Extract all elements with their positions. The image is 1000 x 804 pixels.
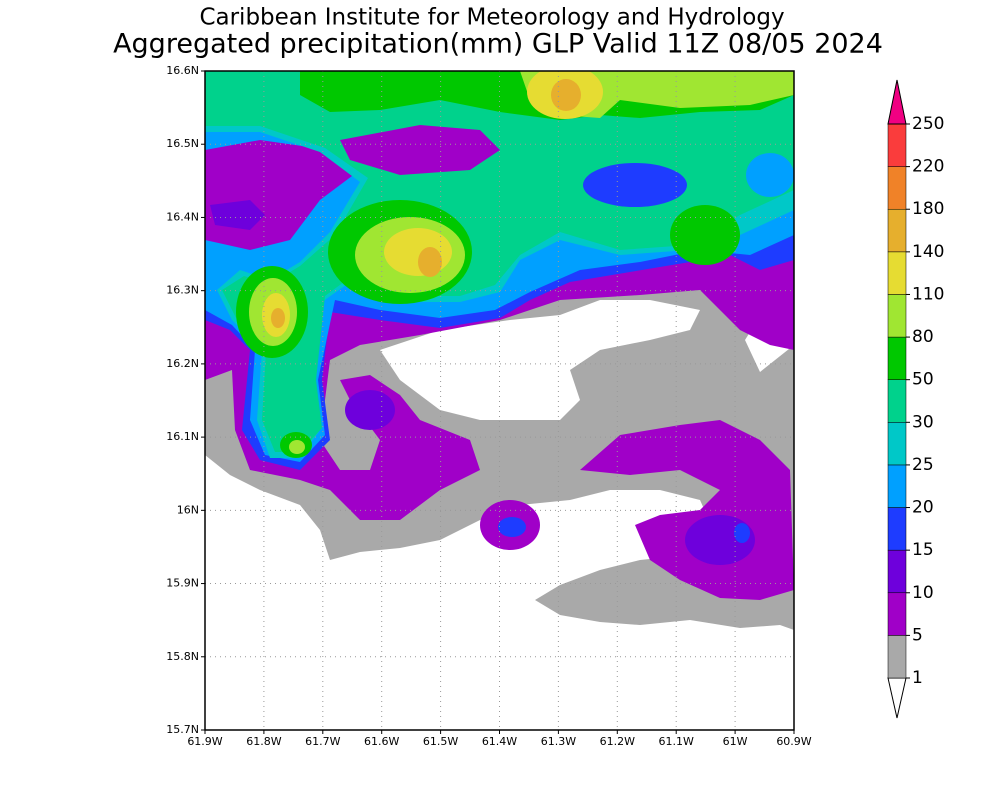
x-tick-label: 61.7W (305, 735, 340, 748)
colorbar-label: 50 (912, 370, 934, 390)
y-tick-label: 15.9N (166, 577, 199, 590)
colorbar-box (887, 592, 907, 636)
contour-fill (551, 79, 581, 111)
title: Caribbean Institute for Meteorology and … (199, 5, 784, 31)
contour-fill (583, 163, 687, 207)
contour-fill (271, 308, 285, 328)
contour-fill (734, 523, 750, 543)
y-tick-label: 16N (177, 503, 199, 516)
y-tick-label: 15.8N (166, 650, 199, 663)
colorbar-box (887, 336, 907, 380)
x-tick-label: 61.1W (659, 735, 694, 748)
colorbar-label: 140 (912, 242, 944, 262)
colorbar-box (887, 294, 907, 338)
x-tick-label: 61W (723, 735, 748, 748)
contour-fill (384, 228, 452, 276)
colorbar-under (887, 677, 907, 719)
colorbar-box (887, 166, 907, 210)
colorbar-label: 30 (912, 412, 934, 432)
x-tick-label: 61.6W (364, 735, 399, 748)
contour-fill (380, 300, 700, 420)
subtitle: Aggregated precipitation(mm) GLP Valid 1… (113, 29, 883, 60)
y-tick-label: 16.1N (166, 430, 199, 443)
contour-fill (345, 390, 395, 430)
y-tick-label: 16.4N (166, 210, 199, 223)
contour-fill (498, 517, 526, 537)
colorbar-label: 220 (912, 157, 944, 177)
y-tick-label: 16.5N (166, 137, 199, 150)
colorbar-label: 180 (912, 199, 944, 219)
colorbar-label: 250 (912, 114, 944, 134)
x-tick-label: 61.8W (246, 735, 281, 748)
contour-fill (670, 205, 740, 265)
x-tick-label: 61.2W (600, 735, 635, 748)
colorbar-box (887, 635, 907, 679)
y-tick-label: 16.6N (166, 64, 199, 77)
colorbar-box (887, 208, 907, 253)
colorbar-label: 1 (912, 668, 923, 688)
colorbar-box (887, 123, 907, 167)
y-tick-label: 16.2N (166, 357, 199, 370)
precipitation-field (205, 71, 794, 730)
y-tick-label: 15.7N (166, 723, 199, 736)
x-tick-label: 61.3W (541, 735, 576, 748)
contour-fill (746, 153, 794, 197)
colorbar-box (887, 464, 907, 508)
contour-fill (540, 505, 640, 545)
x-tick-label: 61.9W (187, 735, 222, 748)
colorbar-box (887, 422, 907, 466)
colorbar-label: 15 (912, 540, 934, 560)
x-tick-label: 60.9W (776, 735, 811, 748)
colorbar-over (887, 79, 907, 125)
contour-fill (210, 200, 265, 230)
colorbar-label: 5 (912, 625, 923, 645)
colorbar-label: 110 (912, 284, 944, 304)
contour-fill (418, 247, 442, 277)
y-tick-label: 16.3N (166, 284, 199, 297)
colorbar-label: 10 (912, 583, 934, 603)
contour-fill (289, 440, 305, 454)
colorbar-box (887, 549, 907, 594)
colorbar-box (887, 251, 907, 295)
x-tick-label: 61.4W (482, 735, 517, 748)
colorbar-label: 25 (912, 455, 934, 475)
colorbar-box (887, 507, 907, 551)
colorbar-box (887, 379, 907, 423)
x-tick-label: 61.5W (423, 735, 458, 748)
colorbar-label: 80 (912, 327, 934, 347)
contour-fill (340, 125, 500, 175)
colorbar-label: 20 (912, 498, 934, 518)
